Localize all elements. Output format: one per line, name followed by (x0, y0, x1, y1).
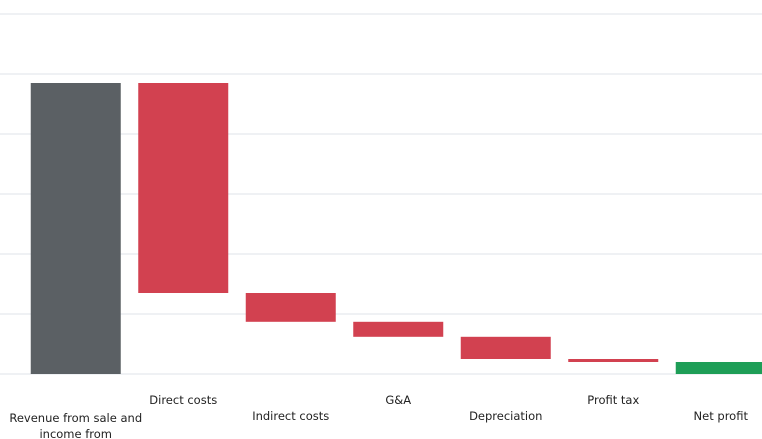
x-tick-label: Revenue from sale and income from invest… (9, 411, 143, 439)
x-tick-label: Net profit (693, 409, 748, 423)
bar (138, 83, 229, 293)
bar (568, 359, 659, 362)
bar (245, 293, 336, 322)
x-tick-label: Indirect costs (252, 409, 330, 423)
bar (675, 362, 762, 374)
x-tick-label: Profit tax (587, 393, 640, 407)
x-tick-label: Direct costs (149, 393, 218, 407)
bar (353, 321, 444, 337)
x-tick-label: G&A (385, 393, 412, 407)
bar (460, 336, 551, 359)
bar (30, 83, 121, 374)
x-tick-label: Depreciation (469, 409, 543, 423)
